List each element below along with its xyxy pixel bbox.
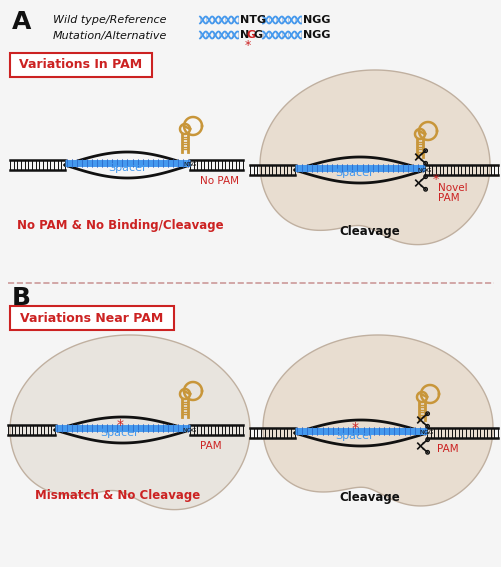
Text: G: G: [246, 30, 256, 40]
Text: Wild type/Reference: Wild type/Reference: [53, 15, 166, 25]
Text: NGG: NGG: [419, 430, 433, 435]
Text: No PAM: No PAM: [199, 176, 238, 186]
Text: NTG: NTG: [183, 163, 196, 167]
Text: PAM: PAM: [437, 193, 459, 203]
Text: Spacer: Spacer: [109, 163, 147, 173]
Text: G: G: [254, 30, 263, 40]
Text: B: B: [12, 286, 31, 310]
Text: Spacer: Spacer: [101, 428, 139, 438]
FancyBboxPatch shape: [10, 53, 152, 77]
Text: No PAM & No Binding/Cleavage: No PAM & No Binding/Cleavage: [17, 218, 223, 231]
Text: Mismatch & No Cleavage: Mismatch & No Cleavage: [35, 489, 200, 501]
Text: Variations Near PAM: Variations Near PAM: [21, 311, 163, 324]
Text: *: *: [432, 174, 438, 187]
Text: NGG: NGG: [303, 30, 330, 40]
Text: NGG: NGG: [417, 167, 431, 172]
Text: A: A: [12, 10, 32, 34]
Text: Novel: Novel: [437, 183, 467, 193]
Text: Cleavage: Cleavage: [339, 492, 400, 505]
Text: Cleavage: Cleavage: [339, 226, 400, 239]
Polygon shape: [263, 335, 492, 506]
FancyBboxPatch shape: [10, 306, 174, 330]
Text: NTG: NTG: [239, 15, 266, 25]
Polygon shape: [260, 70, 489, 244]
Text: *: *: [351, 421, 358, 435]
Text: PAM: PAM: [199, 441, 221, 451]
Text: Mutation/Alternative: Mutation/Alternative: [53, 31, 167, 41]
Text: PAM: PAM: [436, 444, 458, 454]
Text: *: *: [244, 40, 250, 53]
Text: N: N: [239, 30, 249, 40]
Text: NGG: NGG: [303, 15, 330, 25]
Text: NGG: NGG: [182, 428, 197, 433]
Text: Spacer: Spacer: [335, 168, 374, 178]
Polygon shape: [10, 335, 249, 510]
Text: Variations In PAM: Variations In PAM: [20, 58, 142, 71]
Text: Spacer: Spacer: [335, 431, 374, 441]
Text: *: *: [116, 418, 123, 432]
